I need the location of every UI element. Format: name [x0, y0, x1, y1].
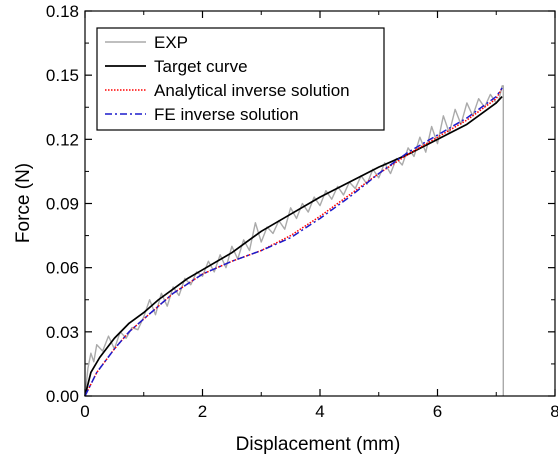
legend-label: EXP [154, 33, 188, 52]
series-line-4 [84, 87, 503, 397]
legend-label: Analytical inverse solution [154, 81, 350, 100]
legend-box [96, 27, 385, 131]
x-tick-label: 6 [433, 402, 442, 421]
x-tick-label: 0 [80, 402, 89, 421]
y-tick-label: 0.03 [46, 323, 79, 342]
y-axis-label: Force (N) [13, 163, 34, 243]
plot-frame [84, 10, 556, 397]
y-tick-labels: 0.00 0.03 0.06 0.09 0.12 0.15 0.18 [46, 2, 79, 406]
x-tick-label: 2 [198, 402, 207, 421]
legend-label: Target curve [154, 57, 248, 76]
legend-label: FE inverse solution [154, 105, 299, 124]
y-tick-label: 0.00 [46, 387, 79, 406]
y-tick-label: 0.15 [46, 66, 79, 85]
x-tick-label: 4 [315, 402, 324, 421]
x-tick-label: 8 [550, 402, 558, 421]
series-line-2 [84, 95, 503, 397]
legend: EXP Target curve Analytical inverse soluti… [96, 27, 385, 131]
y-tick-label: 0.06 [46, 259, 79, 278]
y-tick-label: 0.12 [46, 130, 79, 149]
y-tick-label: 0.18 [46, 2, 79, 21]
series-line-3 [84, 87, 503, 397]
x-tick-labels: 0 2 4 6 8 [80, 402, 558, 421]
x-axis-label: Displacement (mm) [236, 434, 401, 455]
y-tick-label: 0.09 [46, 195, 79, 214]
series-line-1 [84, 85, 504, 397]
series-layer [84, 85, 504, 397]
